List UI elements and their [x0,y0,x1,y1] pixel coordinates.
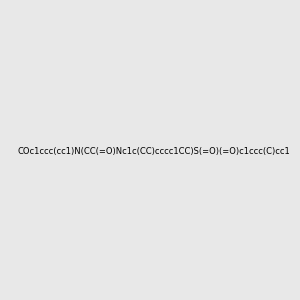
Text: COc1ccc(cc1)N(CC(=O)Nc1c(CC)cccc1CC)S(=O)(=O)c1ccc(C)cc1: COc1ccc(cc1)N(CC(=O)Nc1c(CC)cccc1CC)S(=O… [17,147,290,156]
